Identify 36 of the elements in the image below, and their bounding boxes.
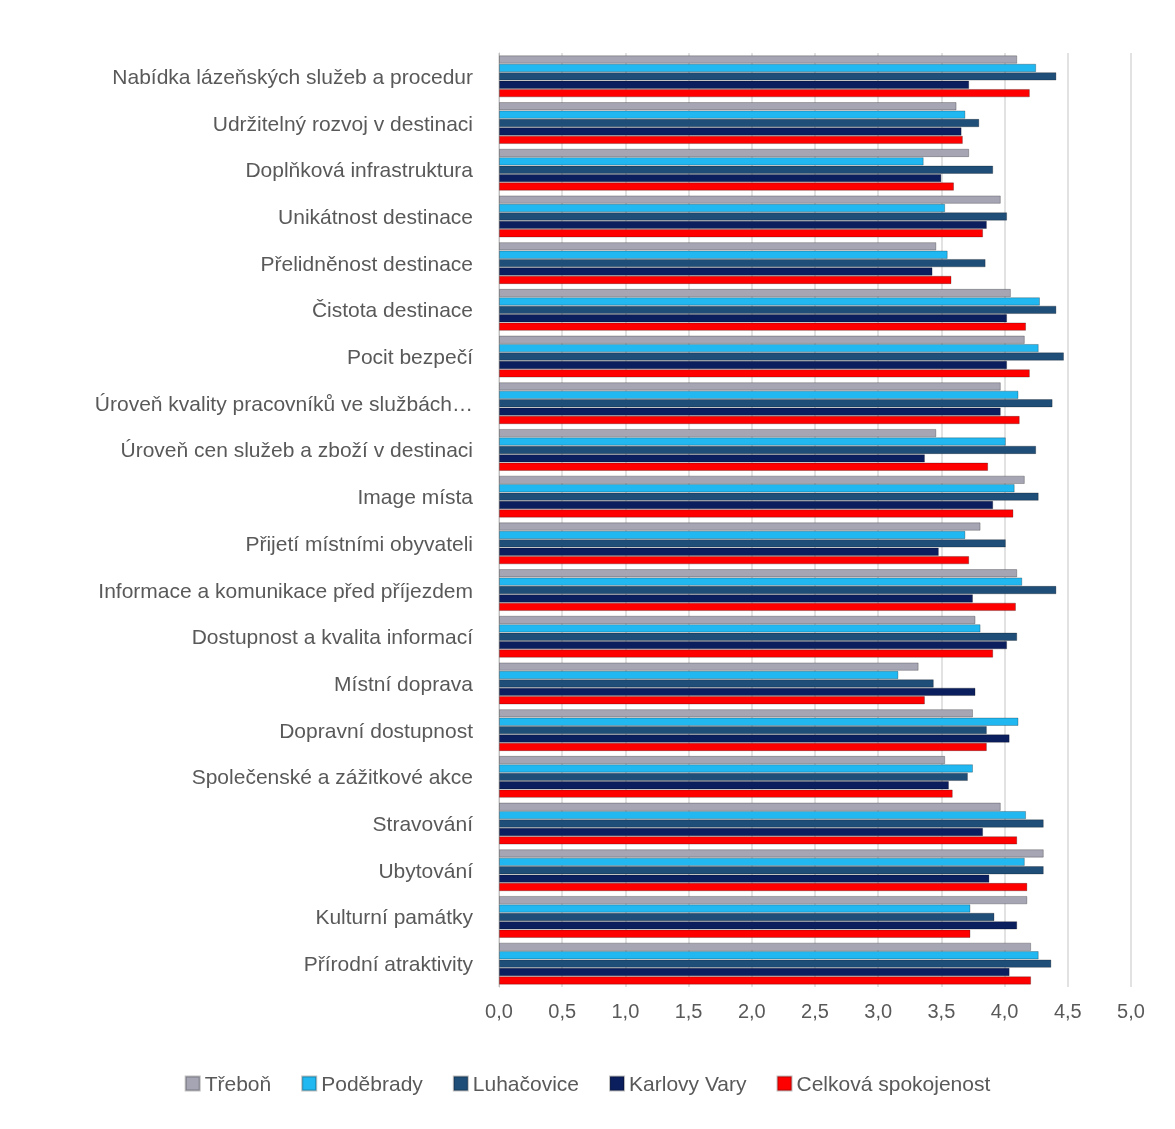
y-tick-label: Dostupnost a kvalita informací [191,625,474,649]
x-tick-label: 3,5 [927,1000,956,1022]
legend-label: Třeboň [204,1072,272,1095]
y-tick-label: Nabídka lázeňských služeb a procedur [112,64,474,88]
legend-label: Karlovy Vary [629,1072,748,1095]
legend-label: Poděbrady [321,1072,424,1095]
x-tick-label: 5,0 [1117,1000,1145,1022]
y-tick-label: Čistota destinace [311,298,473,322]
x-tick-label: 4,5 [1053,1000,1082,1022]
legend-label: Celková spokojenost [796,1072,991,1095]
y-tick-label: Místní doprava [334,671,474,695]
y-tick-label: Přijetí místními obyvateli [245,531,473,555]
y-tick-label: Ubytování [378,858,474,882]
y-tick-label: Přírodní atraktivity [303,952,474,976]
y-tick-label: Dopravní dostupnost [279,718,474,742]
x-tick-label: 0,0 [485,1000,513,1022]
y-tick-label: Doplňková infrastruktura [245,158,474,182]
y-tick-label: Stravování [372,812,474,836]
y-tick-label: Kulturní památky [315,905,474,929]
y-tick-label: Pocit bezpečí [346,345,474,369]
y-tick-label: Unikátnost destinace [278,204,473,228]
y-tick-label: Informace a komunikace před příjezdem [98,578,473,602]
x-tick-label: 2,0 [737,1000,766,1022]
y-tick-label: Úroveň kvality pracovníků ve službách… [94,391,473,415]
x-tick-label: 4,0 [990,1000,1019,1022]
x-tick-label: 0,5 [548,1000,577,1022]
legend-label: Luhačovice [472,1072,580,1095]
x-tick-label: 1,5 [674,1000,703,1022]
y-tick-label: Udržitelný rozvoj v destinaci [212,111,473,135]
x-tick-label: 3,0 [864,1000,893,1022]
y-tick-label: Image místa [357,485,474,509]
y-tick-label: Přelidněnost destinace [260,251,473,275]
y-tick-label: Společenské a zážitkové akce [191,765,473,789]
x-tick-label: 1,0 [611,1000,640,1022]
y-tick-label: Úroveň cen služeb a zboží v destinaci [120,438,473,462]
x-tick-label: 2,5 [801,1000,829,1022]
